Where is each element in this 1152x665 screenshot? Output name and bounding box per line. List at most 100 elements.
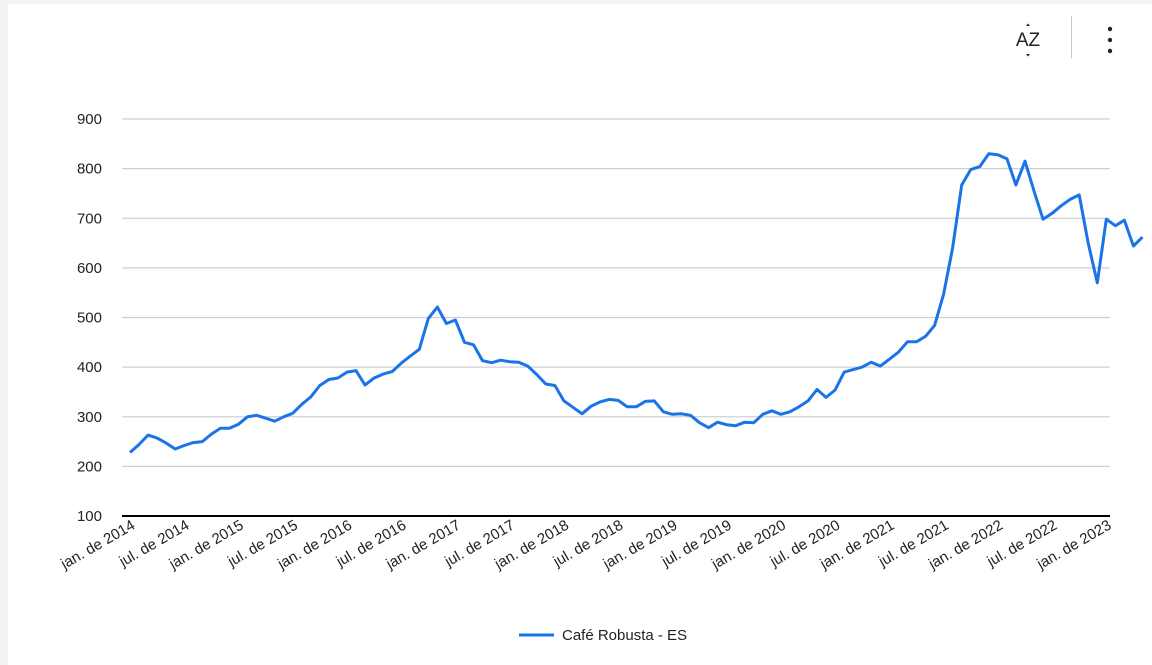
data-point[interactable] xyxy=(1076,192,1082,198)
data-point[interactable] xyxy=(407,353,413,359)
data-point[interactable] xyxy=(236,421,242,427)
data-point[interactable] xyxy=(1130,243,1136,249)
data-point[interactable] xyxy=(534,372,540,378)
data-point[interactable] xyxy=(507,359,513,365)
data-point[interactable] xyxy=(660,409,666,415)
data-point[interactable] xyxy=(443,321,449,327)
data-point[interactable] xyxy=(868,359,874,365)
data-point[interactable] xyxy=(525,363,531,369)
data-point[interactable] xyxy=(959,182,965,188)
data-point[interactable] xyxy=(434,304,440,310)
data-point[interactable] xyxy=(1004,156,1010,162)
data-point[interactable] xyxy=(480,358,486,364)
data-point[interactable] xyxy=(886,356,892,362)
data-point[interactable] xyxy=(172,446,178,452)
data-point[interactable] xyxy=(814,387,820,393)
data-point[interactable] xyxy=(1058,203,1064,209)
data-point[interactable] xyxy=(642,398,648,404)
data-point[interactable] xyxy=(290,410,296,416)
data-point[interactable] xyxy=(1022,158,1028,164)
data-point[interactable] xyxy=(932,322,938,328)
series-line[interactable] xyxy=(129,152,1144,454)
data-point[interactable] xyxy=(688,412,694,418)
data-point[interactable] xyxy=(877,363,883,369)
data-point[interactable] xyxy=(1112,223,1118,229)
data-point[interactable] xyxy=(380,371,386,377)
data-point[interactable] xyxy=(1140,234,1146,240)
data-point[interactable] xyxy=(624,404,630,410)
data-point[interactable] xyxy=(543,381,549,387)
data-point[interactable] xyxy=(805,398,811,404)
data-point[interactable] xyxy=(416,346,422,352)
data-point[interactable] xyxy=(669,411,675,417)
data-point[interactable] xyxy=(850,367,856,373)
data-point[interactable] xyxy=(742,419,748,425)
data-point[interactable] xyxy=(1094,280,1100,286)
data-point[interactable] xyxy=(208,431,214,437)
data-point[interactable] xyxy=(1040,216,1046,222)
data-point[interactable] xyxy=(579,411,585,417)
data-point[interactable] xyxy=(190,440,196,446)
data-point[interactable] xyxy=(968,167,974,173)
data-point[interactable] xyxy=(904,339,910,345)
data-point[interactable] xyxy=(760,411,766,417)
data-point[interactable] xyxy=(1121,217,1127,223)
data-point[interactable] xyxy=(263,415,269,421)
data-point[interactable] xyxy=(245,414,251,420)
data-point[interactable] xyxy=(823,394,829,400)
data-point[interactable] xyxy=(199,439,205,445)
data-point[interactable] xyxy=(941,291,947,297)
data-point[interactable] xyxy=(615,397,621,403)
data-point[interactable] xyxy=(1031,188,1037,194)
data-point[interactable] xyxy=(950,245,956,251)
data-point[interactable] xyxy=(154,435,160,441)
data-point[interactable] xyxy=(217,425,223,431)
data-point[interactable] xyxy=(498,357,504,363)
data-point[interactable] xyxy=(796,404,802,410)
data-point[interactable] xyxy=(127,450,133,456)
legend[interactable]: Café Robusta - ES xyxy=(519,627,687,644)
data-point[interactable] xyxy=(697,420,703,426)
data-point[interactable] xyxy=(272,418,278,424)
data-point[interactable] xyxy=(317,383,323,389)
data-point[interactable] xyxy=(733,423,739,429)
data-point[interactable] xyxy=(344,369,350,375)
data-point[interactable] xyxy=(986,151,992,157)
data-point[interactable] xyxy=(326,377,332,383)
data-point[interactable] xyxy=(308,394,314,400)
data-point[interactable] xyxy=(1049,210,1055,216)
data-point[interactable] xyxy=(389,369,395,375)
data-point[interactable] xyxy=(787,409,793,415)
data-point[interactable] xyxy=(715,419,721,425)
sort-az-button[interactable]: AZ xyxy=(1010,22,1046,58)
data-point[interactable] xyxy=(281,414,287,420)
data-point[interactable] xyxy=(254,412,260,418)
data-point[interactable] xyxy=(597,399,603,405)
data-point[interactable] xyxy=(1085,240,1091,246)
data-point[interactable] xyxy=(914,339,920,345)
data-point[interactable] xyxy=(1067,196,1073,202)
data-point[interactable] xyxy=(769,408,775,414)
data-point[interactable] xyxy=(398,360,404,366)
data-point[interactable] xyxy=(335,375,341,381)
data-point[interactable] xyxy=(561,398,567,404)
data-point[interactable] xyxy=(859,364,865,370)
data-point[interactable] xyxy=(832,387,838,393)
data-point[interactable] xyxy=(471,342,477,348)
data-point[interactable] xyxy=(552,383,558,389)
data-point[interactable] xyxy=(425,316,431,322)
data-point[interactable] xyxy=(678,411,684,417)
data-point[interactable] xyxy=(163,440,169,446)
data-point[interactable] xyxy=(570,404,576,410)
data-point[interactable] xyxy=(452,317,458,323)
more-options-button[interactable] xyxy=(1092,22,1128,58)
data-point[interactable] xyxy=(778,411,784,417)
data-point[interactable] xyxy=(706,425,712,431)
data-point[interactable] xyxy=(181,443,187,449)
data-point[interactable] xyxy=(841,369,847,375)
data-point[interactable] xyxy=(923,333,929,339)
data-point[interactable] xyxy=(516,359,522,365)
data-point[interactable] xyxy=(588,403,594,409)
data-point[interactable] xyxy=(724,422,730,428)
data-point[interactable] xyxy=(353,368,359,374)
